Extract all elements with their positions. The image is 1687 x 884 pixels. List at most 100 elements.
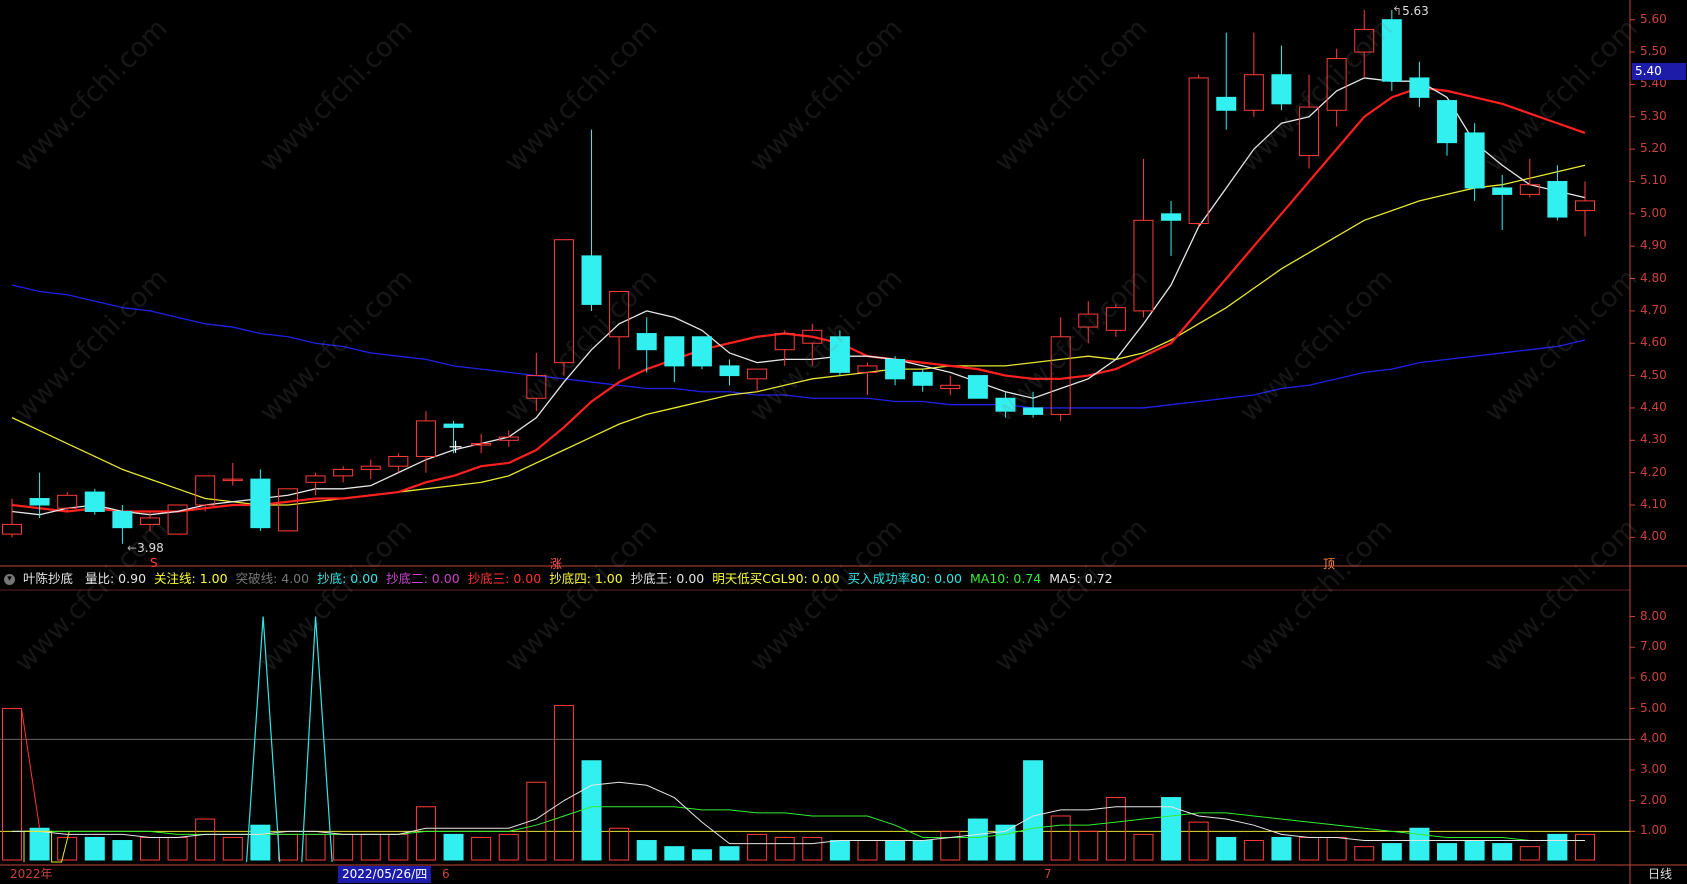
cursor-date: 2022/05/26/四 (338, 866, 432, 883)
volume-bar (912, 840, 933, 861)
indicator-lines (12, 440, 1585, 863)
volume-bar (195, 818, 216, 861)
volume-tick-label: 6.00 (1640, 669, 1667, 684)
volume-tick-label: 3.00 (1640, 761, 1667, 776)
volume-bar (581, 760, 602, 861)
moving-average-lines (11, 77, 1586, 516)
candle-up (415, 420, 436, 457)
price-tick-label: 5.10 (1640, 173, 1667, 188)
volume-bar (1023, 760, 1044, 861)
price-tick-label: 5.50 (1640, 44, 1667, 59)
price-tick-label: 4.80 (1640, 270, 1667, 285)
candle-up (747, 368, 768, 380)
volume-tick-label: 5.00 (1640, 700, 1667, 715)
candle-down (1464, 132, 1485, 189)
candle-down (636, 333, 657, 351)
signal-spike (245, 616, 281, 863)
marker-zhang: 涨 (550, 557, 563, 571)
collapse-icon[interactable]: ▾ (4, 574, 15, 585)
candle-down (1381, 19, 1402, 82)
candle-up (802, 329, 823, 344)
price-tick-label: 5.00 (1640, 205, 1667, 220)
volume-bar (885, 840, 906, 861)
vr-ma5-line (12, 781, 1585, 845)
volume-bar (84, 836, 105, 861)
volume-bar (471, 836, 492, 861)
indicator-value: 量比: 0.90 (85, 571, 147, 586)
candles (2, 10, 1595, 544)
candle-up (1078, 313, 1099, 328)
candle-down (443, 423, 464, 428)
price-tick-label: 4.00 (1640, 529, 1667, 544)
signal-line-yellow (23, 830, 70, 863)
volume-bar (1354, 846, 1375, 861)
indicator-name[interactable]: 叶陈抄底 (23, 571, 74, 586)
price-tick-label: 4.50 (1640, 367, 1667, 382)
candle-up (139, 517, 160, 525)
candle-down (1492, 187, 1513, 195)
volume-bar (553, 705, 574, 861)
candle-up (553, 239, 574, 364)
candle-down (1023, 407, 1044, 415)
volume-bar (691, 849, 712, 861)
volume-bar (139, 836, 160, 861)
volume-bar (388, 833, 409, 861)
indicator-value: 关注线: 1.00 (154, 571, 228, 586)
volume-ratio-bars (2, 705, 1595, 861)
candle-up (222, 478, 243, 482)
volume-bar (222, 836, 243, 861)
indicator-value: 抄底二: 0.00 (386, 571, 460, 586)
volume-bar (250, 824, 271, 861)
candle-down (84, 491, 105, 512)
period-button[interactable]: 日线 (1648, 867, 1673, 881)
price-tick-label: 5.30 (1640, 108, 1667, 123)
volume-bar (1437, 843, 1458, 861)
volume-bar (1492, 843, 1513, 861)
candle-up (1326, 58, 1347, 111)
candle-down (829, 336, 850, 373)
volume-bar (29, 827, 50, 861)
candle-up (333, 468, 354, 477)
candle-up (1354, 28, 1375, 53)
volume-bar (1271, 836, 1292, 861)
candle-down (885, 358, 906, 380)
volume-bar (1547, 833, 1568, 861)
candle-up (305, 475, 326, 483)
volume-bar (857, 840, 878, 861)
volume-bar (277, 833, 298, 861)
candle-up (1575, 200, 1595, 212)
volume-bar (774, 836, 795, 861)
candle-down (112, 510, 133, 529)
indicator-values: 量比: 0.90 关注线: 1.00 突破线: 4.00 抄底: 0.00 抄底二: 0… (85, 571, 1121, 586)
volume-bar (747, 833, 768, 861)
volume-bar (498, 833, 519, 861)
volume-bar (719, 846, 740, 861)
volume-bar (526, 781, 547, 861)
volume-bar (1105, 797, 1126, 861)
volume-tick-label: 1.00 (1640, 823, 1667, 838)
volume-bar (305, 833, 326, 861)
indicator-value: 抄底四: 1.00 (549, 571, 623, 586)
indicator-value: 抄底王: 0.00 (630, 571, 705, 586)
price-tick-label: 4.90 (1640, 238, 1667, 253)
candle-up (1519, 184, 1540, 195)
volume-bar (1326, 836, 1347, 861)
ma20-line (11, 164, 1586, 506)
year-label: 2022年 (10, 867, 53, 881)
volume-bar (360, 833, 381, 861)
indicator-value: 明天低买CGL90: 0.00 (712, 571, 840, 586)
marker-s: S (150, 556, 158, 570)
volume-bar (415, 806, 436, 861)
volume-bar (1299, 836, 1320, 861)
volume-tick-label: 2.00 (1640, 792, 1667, 807)
price-tick-label: 5.60 (1640, 11, 1667, 26)
ma10-line (11, 86, 1586, 513)
candle-up (940, 384, 961, 390)
volume-bar (1409, 827, 1430, 861)
candle-down (995, 397, 1016, 412)
volume-tick-label: 4.00 (1640, 731, 1667, 746)
month-6-label: 6 (442, 867, 450, 881)
candle-up (498, 436, 519, 441)
candle-up (1050, 336, 1071, 415)
